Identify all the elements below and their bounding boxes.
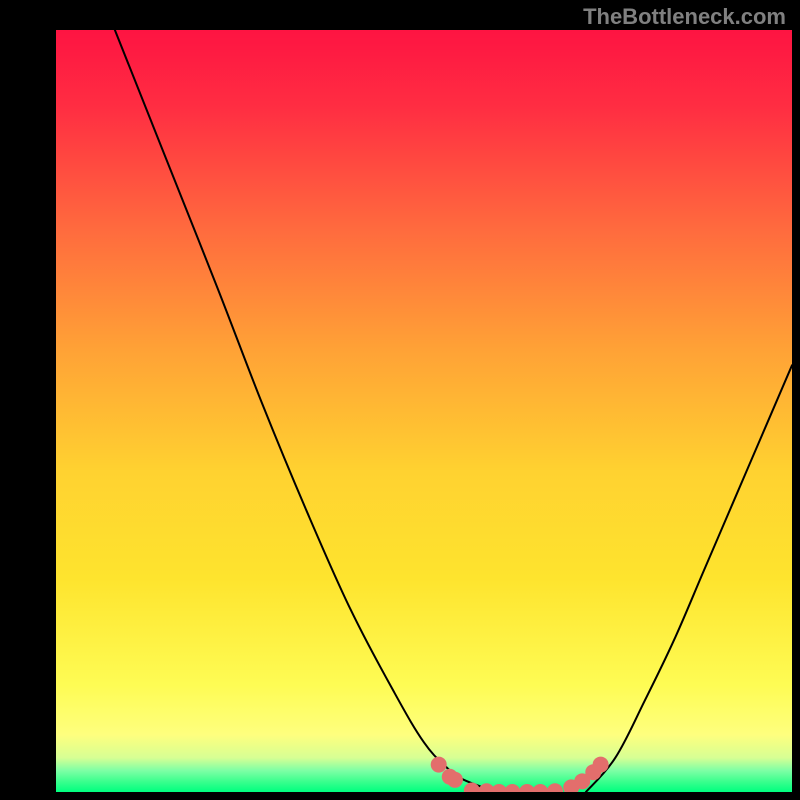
data-marker — [431, 757, 447, 773]
watermark-text: TheBottleneck.com — [583, 4, 786, 30]
plot-area — [56, 30, 792, 792]
gradient-background — [56, 30, 792, 792]
data-marker — [447, 772, 463, 788]
data-marker — [593, 757, 609, 773]
chart-container: TheBottleneck.com — [0, 0, 800, 800]
